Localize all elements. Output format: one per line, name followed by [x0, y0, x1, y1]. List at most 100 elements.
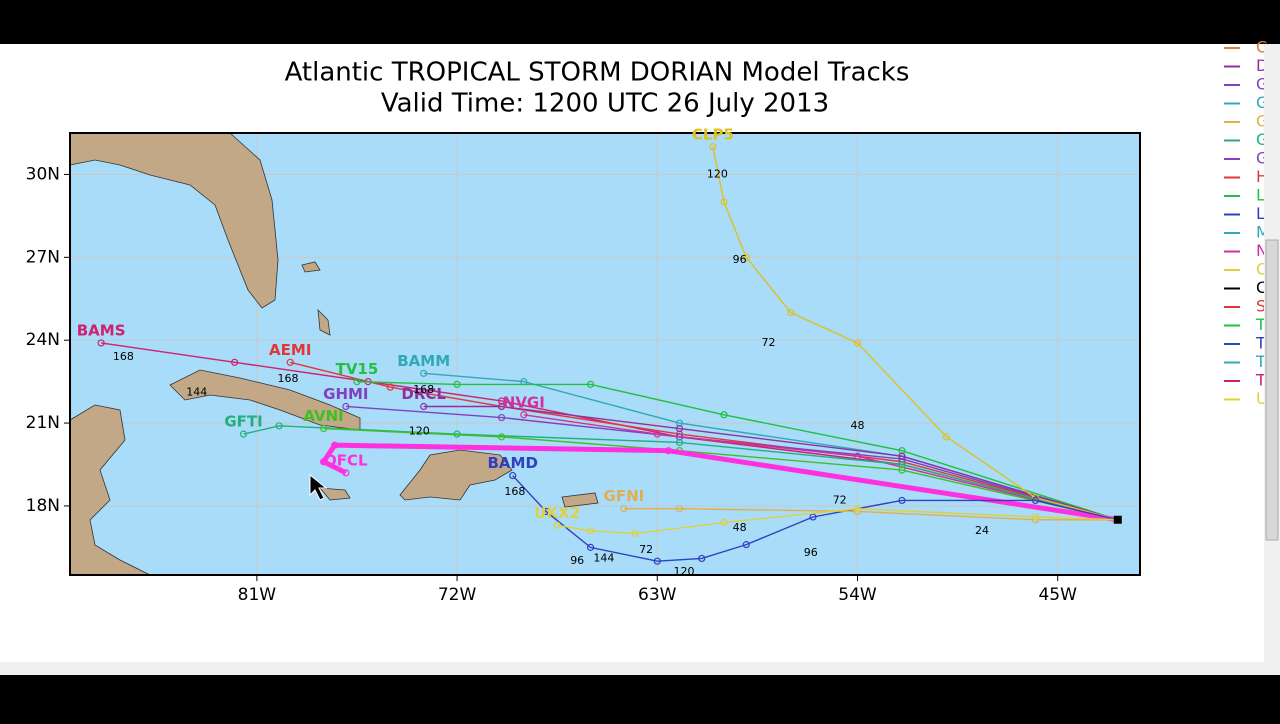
legend-label: T — [1255, 352, 1266, 371]
model-track — [243, 425, 1118, 521]
y-tick-label: 27N — [26, 247, 60, 267]
h-scrollbar[interactable] — [0, 662, 1264, 675]
model-track — [512, 475, 1118, 562]
track-point — [620, 505, 628, 513]
track-point — [653, 557, 661, 565]
model-track — [356, 380, 1118, 521]
y-tick-label: 24N — [26, 330, 60, 350]
track-point — [509, 471, 517, 480]
forecast-hour: 144 — [593, 551, 614, 564]
land — [69, 132, 599, 576]
model-track — [557, 507, 1118, 535]
storm-position — [1113, 515, 1122, 524]
track-point — [319, 458, 328, 466]
x-tick-label: 54W — [838, 585, 877, 605]
track-point — [542, 507, 550, 516]
model-label: BAMS — [77, 321, 126, 339]
track-point — [420, 369, 428, 377]
track-point — [853, 452, 862, 460]
track-point — [742, 541, 750, 549]
track-point — [239, 430, 248, 438]
map-title: Atlantic TROPICAL STORM DORIAN Model Tra… — [285, 58, 910, 88]
model-label: OFCL — [324, 451, 368, 469]
track-point — [319, 424, 328, 433]
legend-label: C — [1256, 278, 1267, 297]
model-track — [523, 414, 1118, 521]
model-label: TV15 — [336, 360, 379, 378]
y-tick-label: 18N — [26, 496, 60, 516]
track-point — [1031, 513, 1040, 521]
track-point — [720, 198, 728, 206]
track-point — [231, 358, 239, 366]
model-label: GHMI — [323, 385, 368, 403]
track-point — [675, 438, 684, 446]
legend-label: C — [1256, 38, 1267, 57]
model-track — [319, 442, 1119, 523]
forecast-hour: 72 — [639, 543, 653, 556]
y-tick-label: 30N — [26, 164, 60, 184]
forecast-hour: 48 — [733, 521, 747, 534]
track-point — [709, 143, 717, 151]
track-point — [631, 529, 639, 538]
track-point — [520, 411, 528, 419]
model-label: GFNI — [604, 487, 645, 505]
track-point — [286, 358, 294, 366]
track-point — [675, 424, 684, 433]
track-point — [898, 452, 906, 460]
x-tick-label: 72W — [438, 585, 477, 605]
map-subtitle: Valid Time: 1200 UTC 26 July 2013 — [381, 89, 829, 119]
track-point — [1031, 496, 1040, 505]
track-point — [275, 422, 283, 430]
legend-label: L — [1256, 186, 1265, 205]
forecast-hour: 120 — [673, 565, 694, 578]
forecast-hour: 72 — [833, 493, 847, 506]
model-track — [712, 146, 1118, 521]
forecast-hour: 48 — [850, 419, 864, 432]
model-label: CLP5 — [692, 125, 734, 143]
track-point — [898, 466, 906, 474]
forecast-hour: 144 — [186, 386, 207, 399]
track-point — [675, 505, 684, 513]
legend-label: S — [1256, 297, 1266, 316]
model-track — [290, 361, 1118, 521]
forecast-hour: 96 — [804, 546, 818, 559]
track-point — [586, 543, 595, 551]
x-tick-label: 63W — [638, 585, 677, 605]
track-point — [853, 505, 862, 513]
track-point — [453, 380, 461, 388]
track-point — [420, 402, 428, 411]
forecast-hour: 96 — [733, 253, 747, 266]
forecast-hour: 24 — [975, 524, 989, 537]
legend-label: L — [1256, 204, 1265, 223]
forecast-hour: 96 — [570, 554, 584, 567]
forecast-hour: 168 — [113, 350, 134, 363]
model-label: AEMI — [269, 341, 311, 359]
legend-label: T — [1255, 371, 1266, 390]
track-point — [342, 402, 350, 411]
mouse-cursor — [309, 473, 328, 501]
legend-label: N — [1256, 241, 1268, 260]
forecast-hour: 168 — [413, 383, 434, 396]
track-point — [664, 447, 672, 455]
track-point — [942, 433, 951, 441]
track-point — [97, 339, 105, 347]
model-label: GFTI — [224, 413, 262, 431]
track-point — [653, 430, 661, 438]
forecast-hour: 72 — [762, 336, 776, 349]
forecast-hour: 168 — [278, 372, 299, 385]
forecast-hour: 168 — [504, 485, 525, 498]
map-frame — [69, 132, 1141, 576]
scroll-thumb[interactable] — [1265, 239, 1279, 541]
model-label: BAMD — [487, 454, 537, 472]
forecast-hour: 120 — [409, 424, 430, 437]
track-point — [342, 469, 350, 477]
track-point — [353, 378, 361, 386]
legend-label: T — [1255, 334, 1266, 353]
track-point — [331, 441, 339, 449]
forecast-hour: 120 — [707, 167, 728, 180]
track-point — [720, 518, 728, 527]
track-point — [586, 527, 595, 535]
track-point — [553, 521, 561, 529]
